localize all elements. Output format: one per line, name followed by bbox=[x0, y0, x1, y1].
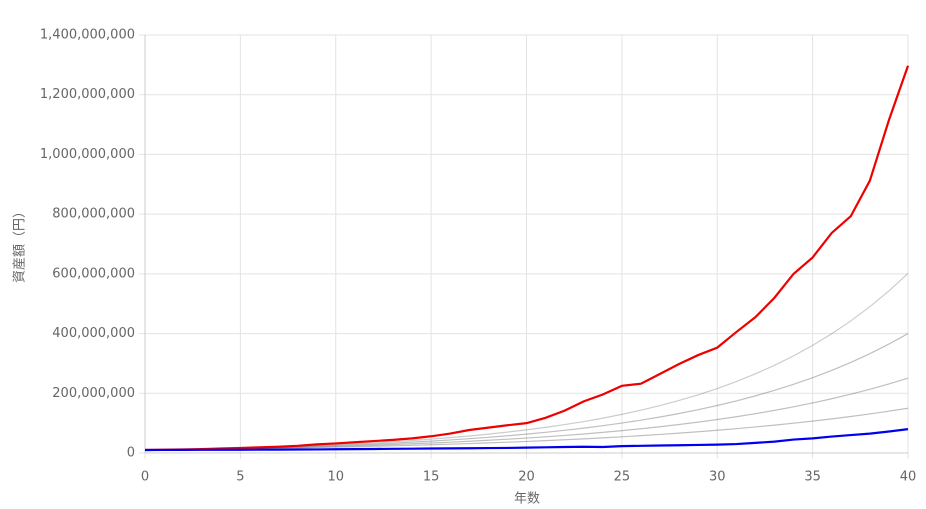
y-tick-label: 200,000,000 bbox=[52, 386, 135, 401]
x-tick-label: 0 bbox=[141, 470, 149, 485]
y-tick-label: 1,000,000,000 bbox=[40, 147, 135, 162]
x-tick-label: 40 bbox=[900, 470, 917, 485]
y-axis-title: 資産額（円） bbox=[12, 205, 28, 283]
x-tick-label: 5 bbox=[236, 470, 244, 485]
y-tick-label: 1,200,000,000 bbox=[40, 87, 135, 102]
series-line bbox=[144, 407, 909, 451]
x-tick-label: 15 bbox=[423, 470, 440, 485]
y-tick-label: 600,000,000 bbox=[52, 266, 135, 281]
y-tick-label: 400,000,000 bbox=[52, 326, 135, 341]
series-line bbox=[144, 428, 909, 452]
x-tick-label: 10 bbox=[327, 470, 344, 485]
x-tick-label: 25 bbox=[614, 470, 631, 485]
series-line bbox=[144, 65, 910, 452]
x-tick-label: 20 bbox=[518, 470, 535, 485]
x-tick-label: 35 bbox=[804, 470, 821, 485]
y-tick-label: 800,000,000 bbox=[52, 207, 135, 222]
x-axis-title: 年数 bbox=[514, 492, 540, 507]
y-tick-label: 1,400,000,000 bbox=[40, 28, 135, 43]
x-tick-label: 30 bbox=[709, 470, 726, 485]
y-tick-label: 0 bbox=[127, 446, 135, 461]
